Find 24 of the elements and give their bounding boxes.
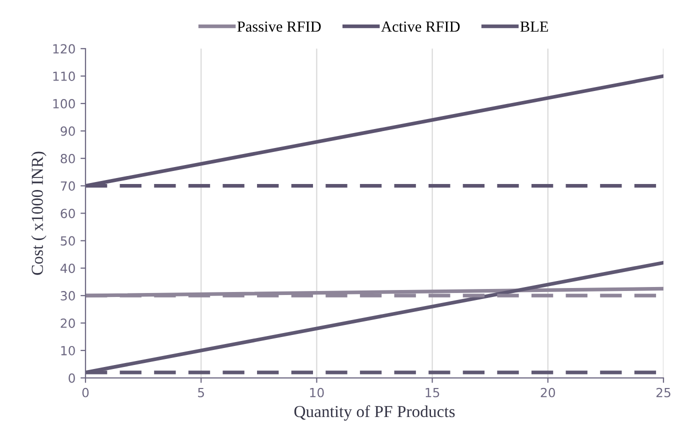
y-tick-label: 110 — [53, 72, 75, 81]
y-tick-label: 0 — [68, 373, 75, 383]
y-tick-label: 60 — [60, 208, 75, 218]
x-tick-label: 25 — [656, 388, 670, 398]
x-axis-title: Quantity of PF Products — [294, 405, 455, 421]
y-tick-label: 90 — [60, 126, 75, 136]
x-tick-label: 20 — [540, 388, 556, 398]
y-tick-label: 30 — [60, 291, 75, 301]
y-tick-label: 20 — [60, 318, 75, 328]
y-tick-label: 80 — [60, 154, 75, 164]
legend-label: Passive RFID — [237, 22, 321, 32]
y-tick-label: 120 — [53, 44, 75, 54]
y-axis-title: Cost ( x1000 INR) — [31, 152, 46, 275]
y-tick-label: 40 — [60, 264, 75, 274]
y-tick-label: 50 — [60, 236, 75, 246]
y-tick-label: 100 — [53, 98, 75, 108]
x-tick-label: 0 — [82, 388, 89, 398]
y-tick-label: 10 — [61, 346, 75, 356]
legend-label: BLE — [520, 22, 548, 32]
legend-label: Active RFID — [381, 22, 460, 32]
x-tick-label: 15 — [426, 388, 440, 398]
y-tick-label: 70 — [60, 181, 75, 191]
x-tick-label: 5 — [198, 388, 204, 398]
x-tick-label: 10 — [310, 388, 324, 398]
